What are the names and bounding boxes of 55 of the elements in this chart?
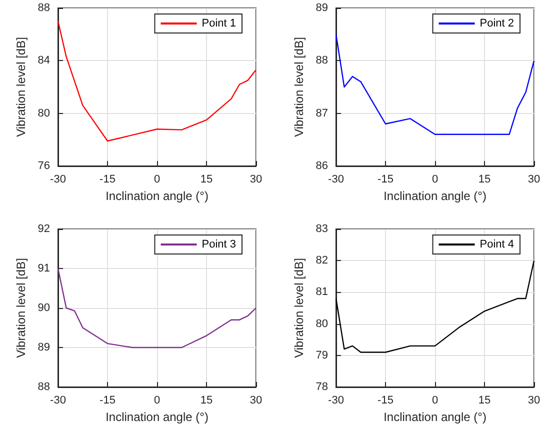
y-axis-title: Vibration level [dB] <box>14 258 28 358</box>
y-tick-label: 80 <box>38 107 50 120</box>
x-axis-title: Inclination angle (°) <box>384 410 486 424</box>
x-tick-label: -15 <box>100 394 116 406</box>
x-tick-label: -30 <box>50 394 66 406</box>
x-tick-label: -30 <box>328 394 344 406</box>
y-tick-label: 83 <box>316 222 328 234</box>
x-tick-label: 30 <box>250 394 262 406</box>
line-series <box>57 20 257 142</box>
x-tick-label: 30 <box>528 394 540 406</box>
x-tick-label: 30 <box>528 174 540 186</box>
x-tick-label: 0 <box>154 174 160 186</box>
x-tick-label: -15 <box>378 394 394 406</box>
y-tick-label: 89 <box>38 341 50 353</box>
y-axis-title: Vibration level [dB] <box>292 37 306 137</box>
y-tick-label: 81 <box>316 286 328 298</box>
y-axis-title: Vibration level [dB] <box>292 258 306 358</box>
x-axis-title: Inclination angle (°) <box>106 410 208 424</box>
y-tick-label: 87 <box>316 107 328 120</box>
x-tick-label: -30 <box>328 174 344 186</box>
y-tick-label: 88 <box>38 380 50 392</box>
line-series <box>335 260 535 352</box>
legend-label: Point 3 <box>202 238 236 250</box>
legend-label: Point 1 <box>202 18 236 30</box>
x-tick-label: -15 <box>378 174 394 186</box>
y-tick-label: 92 <box>38 222 50 234</box>
line-series <box>335 34 535 135</box>
y-tick-label: 78 <box>316 380 328 392</box>
legend-label: Point 4 <box>480 238 514 250</box>
line-series <box>57 267 257 348</box>
x-axis-title: Inclination angle (°) <box>106 189 208 203</box>
x-tick-label: 30 <box>250 174 262 186</box>
y-tick-label: 84 <box>38 54 50 67</box>
x-tick-label: 15 <box>478 394 491 406</box>
y-tick-label: 91 <box>38 262 50 274</box>
y-tick-label: 80 <box>316 317 328 330</box>
x-axis-title: Inclination angle (°) <box>384 189 486 203</box>
legend-label: Point 2 <box>480 18 514 30</box>
y-axis-title: Vibration level [dB] <box>14 37 28 137</box>
x-tick-label: 0 <box>154 394 160 406</box>
y-tick-label: 79 <box>316 348 328 361</box>
x-tick-label: 15 <box>200 394 213 406</box>
y-tick-label: 89 <box>316 2 328 14</box>
x-tick-label: 0 <box>432 174 438 186</box>
y-tick-label: 86 <box>316 160 328 172</box>
y-tick-label: 76 <box>38 160 50 172</box>
x-tick-label: 15 <box>200 174 213 186</box>
x-tick-label: -30 <box>50 174 66 186</box>
y-tick-label: 88 <box>38 2 50 14</box>
x-tick-label: -15 <box>100 174 116 186</box>
x-tick-label: 15 <box>478 174 491 186</box>
y-tick-label: 90 <box>38 302 50 314</box>
x-tick-label: 0 <box>432 394 438 406</box>
y-tick-label: 88 <box>316 54 328 67</box>
y-tick-label: 82 <box>316 254 328 266</box>
